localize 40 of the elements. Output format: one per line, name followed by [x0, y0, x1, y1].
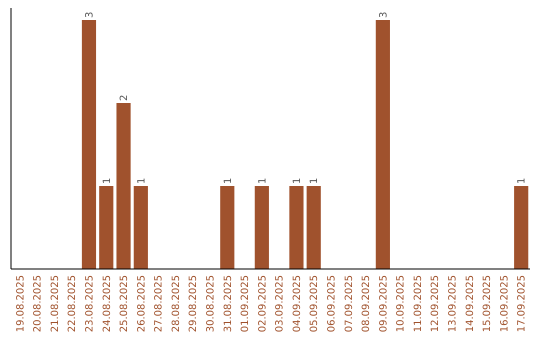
x-tick-label: 07.09.2025 [344, 275, 355, 332]
x-tick-label: 13.09.2025 [448, 275, 459, 332]
data-label: 1 [222, 178, 234, 184]
data-label: 1 [102, 178, 113, 184]
data-label: 2 [119, 94, 130, 101]
x-tick-label: 11.09.2025 [412, 275, 424, 332]
x-tick-label: 14.09.2025 [464, 275, 476, 332]
x-tick-label: 01.09.2025 [240, 275, 252, 332]
x-tick-label: 15.09.2025 [482, 275, 494, 332]
data-label: 1 [136, 178, 148, 184]
data-label: 1 [309, 178, 320, 184]
x-tick-label: 10.09.2025 [396, 275, 407, 332]
data-label: 1 [257, 178, 268, 184]
x-tick-label: 12.09.2025 [430, 275, 442, 332]
x-tick-label: 05.09.2025 [309, 275, 320, 332]
x-tick-label: 02.09.2025 [257, 275, 268, 332]
x-tick-label: 23.08.2025 [84, 275, 96, 332]
data-label: 3 [378, 12, 390, 18]
x-tick-label: 21.08.2025 [50, 275, 61, 332]
x-tick-label: 08.09.2025 [361, 275, 372, 332]
x-tick-label: 19.08.2025 [15, 275, 26, 332]
data-label: 1 [292, 178, 303, 184]
x-tick-label: 06.09.2025 [326, 275, 338, 332]
data-label: 1 [516, 178, 528, 184]
x-tick-label: 22.08.2025 [67, 275, 78, 332]
x-tick-label: 26.08.2025 [136, 275, 148, 332]
x-tick-label: 17.09.2025 [516, 275, 528, 332]
x-tick-label: 25.08.2025 [119, 275, 130, 332]
x-tick-label: 16.09.2025 [499, 275, 510, 332]
x-tick-label: 03.09.2025 [274, 275, 286, 332]
x-tick-label: 09.09.2025 [378, 275, 390, 332]
x-tick-label: 29.08.2025 [188, 275, 200, 332]
data-label: 3 [84, 12, 96, 18]
x-tick-label: 27.08.2025 [154, 275, 165, 332]
x-tick-label: 04.09.2025 [292, 275, 303, 332]
x-tick-label: 31.08.2025 [222, 275, 234, 332]
x-tick-label: 30.08.2025 [205, 275, 216, 332]
x-tick-label: 24.08.2025 [102, 275, 113, 332]
x-tick-label: 20.08.2025 [32, 275, 44, 332]
x-tick-label: 28.08.2025 [170, 275, 182, 332]
